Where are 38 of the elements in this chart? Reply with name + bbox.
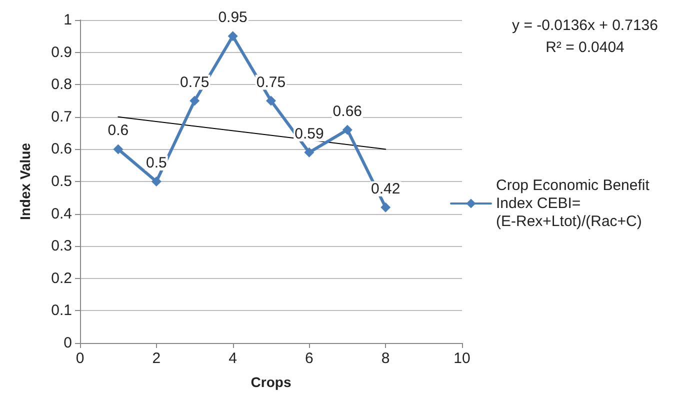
data-label: 0.95 (218, 9, 248, 26)
point (380, 202, 391, 212)
x-tick-label: 4 (228, 350, 237, 367)
data-label: 0.75 (180, 74, 210, 91)
y-tick-label: 0.6 (51, 140, 72, 158)
data-label: 0.42 (371, 180, 400, 198)
point (228, 31, 238, 42)
point (342, 124, 352, 135)
y-tick-label: 0.8 (51, 76, 72, 94)
y-axis-title: Index Value (17, 142, 33, 220)
text: R² = 0.0404 (546, 39, 624, 56)
x-tick-label: 6 (305, 350, 314, 367)
point (190, 96, 200, 106)
data-label: 0.66 (332, 102, 362, 120)
data-label: 0.6 (108, 122, 129, 140)
y-tick-label: 1 (64, 12, 72, 28)
y-tick-label: 0.5 (51, 173, 72, 190)
data-label: 0.75 (256, 74, 286, 91)
legend-label: Crop Economic Benefit Index CEBI= (E-Rex+Ltot)/(Rac+C) (496, 177, 654, 230)
x-tick-label: 10 (454, 350, 470, 367)
x-axis-title: Crops (250, 374, 292, 390)
data-label: 0.59 (294, 125, 324, 142)
data-label: 0.5 (146, 154, 167, 172)
y-tick-label: 0.2 (51, 270, 72, 287)
point (304, 147, 314, 158)
y-tick-label: 0.3 (51, 238, 72, 255)
y-tick-label: 0.9 (51, 44, 72, 61)
y-tick-label: 0.7 (51, 108, 72, 126)
y-tick-label: 0.4 (51, 205, 72, 222)
y-tick-label: 0.1 (51, 302, 72, 320)
x-tick-label: 2 (152, 350, 161, 367)
point (113, 144, 124, 154)
y-tick-label: 0 (64, 334, 72, 352)
x-tick-label: 0 (76, 350, 84, 367)
point (151, 176, 162, 186)
x-tick-label: 8 (381, 350, 390, 367)
point (266, 96, 276, 106)
text: y = -0.0136x + 0.7136 (512, 17, 658, 34)
